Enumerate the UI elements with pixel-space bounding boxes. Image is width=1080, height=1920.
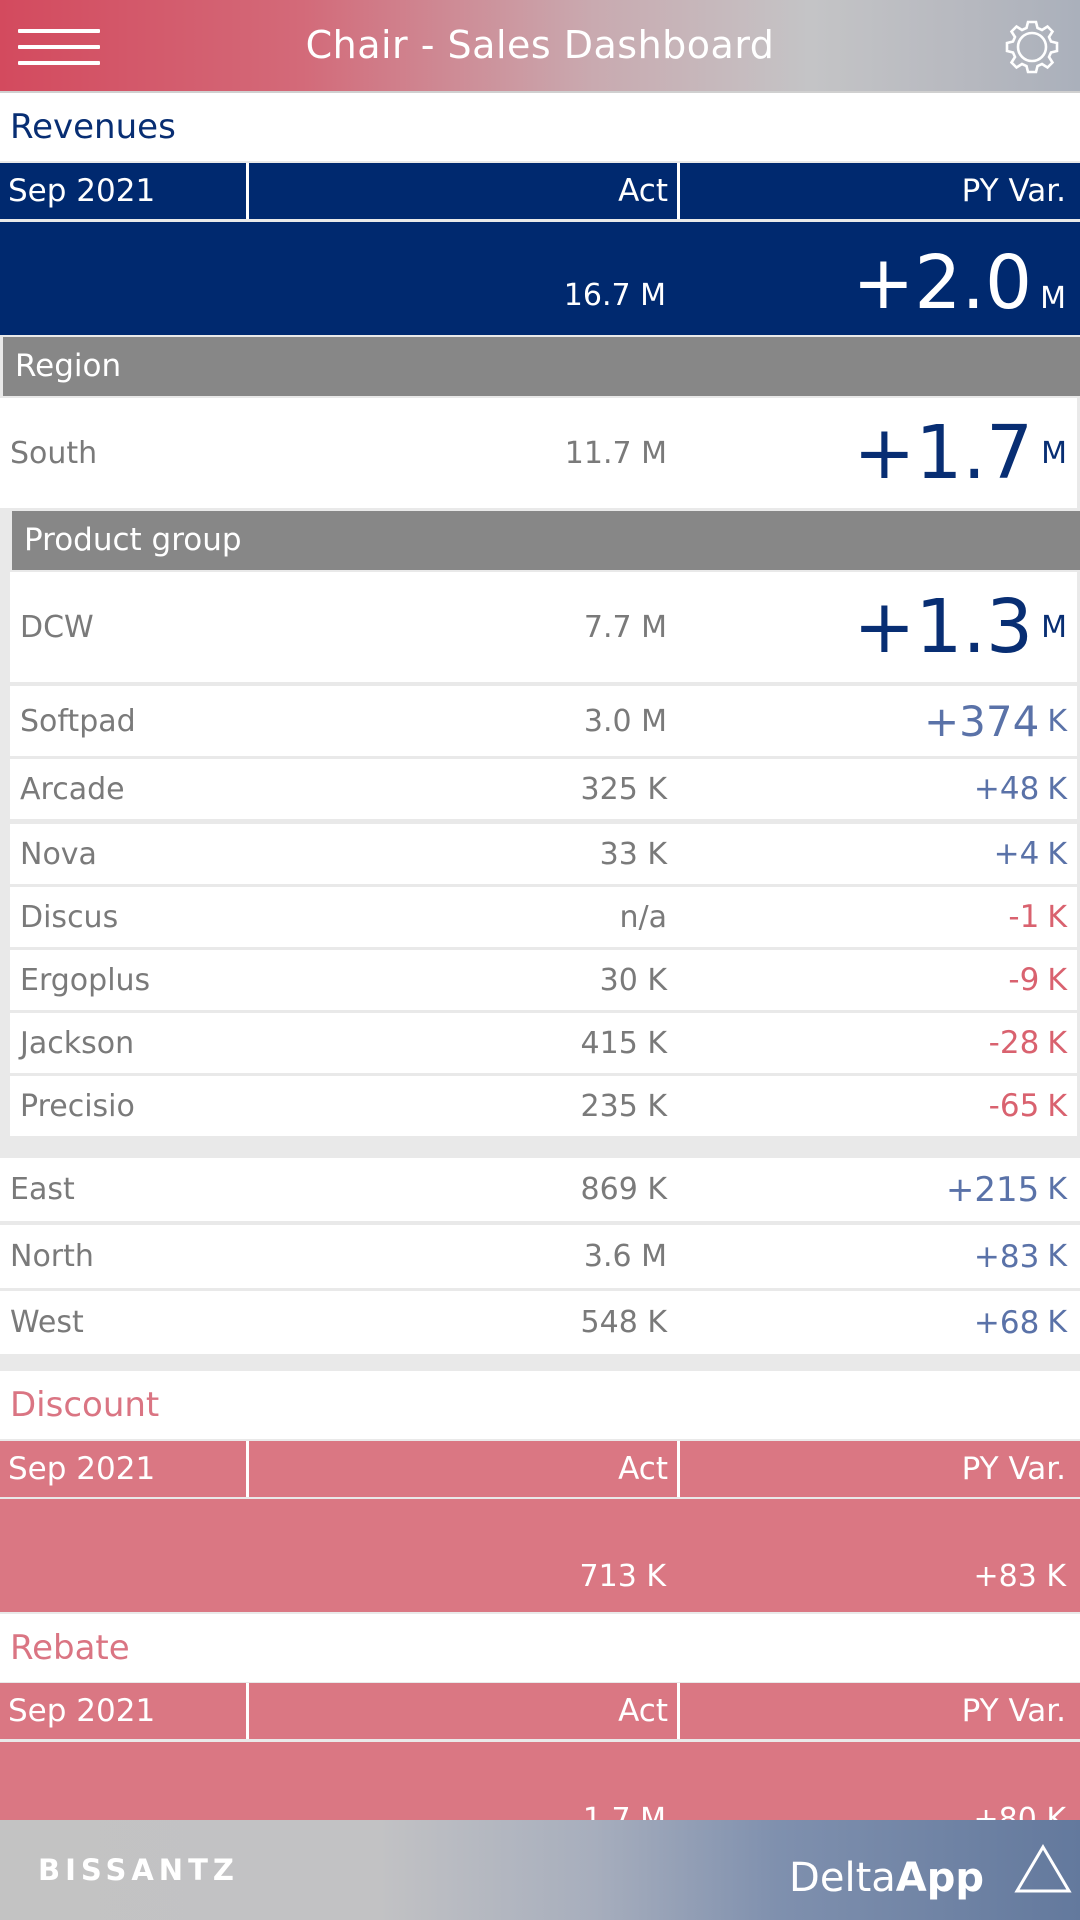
row-act: 30 K — [599, 962, 667, 998]
revenues-table-header: Sep 2021 Act PY Var. — [0, 163, 1080, 219]
row-act: 3.0 M — [583, 703, 667, 739]
py-var-column-header[interactable]: PY Var. — [961, 173, 1066, 209]
region-group-header[interactable]: Region — [3, 337, 1080, 396]
row-act: 33 K — [599, 836, 667, 872]
hamburger-menu-icon[interactable] — [18, 29, 100, 65]
row-label: Ergoplus — [20, 962, 151, 998]
app-header: Chair - Sales Dashboard — [0, 0, 1080, 93]
row-var: +68 K — [973, 1304, 1067, 1341]
period-label[interactable]: Sep 2021 — [8, 1451, 156, 1487]
product-row-discus[interactable]: Discus n/a -1 K — [10, 887, 1077, 947]
region-row-west[interactable]: West 548 K +68 K — [0, 1291, 1080, 1354]
row-var: -65 K — [988, 1088, 1067, 1124]
row-label: Discus — [20, 899, 119, 935]
region-row-north[interactable]: North 3.6 M +83 K — [0, 1225, 1080, 1288]
row-label: West — [10, 1305, 84, 1340]
discount-total-var: +83 K — [973, 1559, 1066, 1594]
product-row-ergoplus[interactable]: Ergoplus 30 K -9 K — [10, 950, 1077, 1010]
row-label: DCW — [20, 609, 94, 645]
discount-total-act: 713 K — [579, 1559, 666, 1594]
row-var: +1.7 M — [853, 410, 1067, 496]
deltaapp-logo: DeltaApp — [789, 1855, 984, 1901]
rebate-total-var: +80 K — [973, 1802, 1066, 1820]
period-label[interactable]: Sep 2021 — [8, 1693, 156, 1729]
row-label: North — [10, 1239, 94, 1274]
row-act: 235 K — [580, 1088, 667, 1124]
revenues-title: Revenues — [0, 93, 1080, 161]
discount-total-row[interactable]: 713 K +83 K — [0, 1499, 1080, 1612]
py-var-column-header[interactable]: PY Var. — [961, 1693, 1066, 1729]
row-act: 7.7 M — [583, 609, 667, 645]
row-act: 11.7 M — [564, 435, 667, 471]
rebate-table-header: Sep 2021 Act PY Var. — [0, 1683, 1080, 1739]
delta-triangle-icon — [1014, 1844, 1072, 1893]
row-act: n/a — [619, 899, 667, 935]
py-var-column-header[interactable]: PY Var. — [961, 1451, 1066, 1487]
revenues-total-var: +2.0 M — [852, 240, 1066, 326]
row-label: East — [10, 1172, 75, 1207]
act-column-header[interactable]: Act — [618, 1693, 668, 1729]
gear-icon[interactable] — [1003, 18, 1061, 76]
row-act: 869 K — [580, 1172, 667, 1207]
row-act: 415 K — [580, 1025, 667, 1061]
product-group-header[interactable]: Product group — [12, 511, 1080, 570]
product-row-nova[interactable]: Nova 33 K +4 K — [10, 824, 1077, 884]
row-label: Jackson — [20, 1025, 135, 1061]
dashboard-scroll-area[interactable]: Revenues Sep 2021 Act PY Var. 16.7 M +2.… — [0, 93, 1080, 1820]
row-var: -9 K — [1008, 962, 1067, 998]
act-column-header[interactable]: Act — [618, 1451, 668, 1487]
row-var: +48 K — [973, 771, 1067, 807]
row-label: Nova — [20, 836, 97, 872]
row-var: +1.3 M — [853, 584, 1067, 670]
row-label: Precisio — [20, 1088, 135, 1124]
product-row-dcw[interactable]: DCW 7.7 M +1.3 M — [10, 572, 1077, 682]
rebate-total-act: 1.7 M — [582, 1802, 666, 1820]
row-var: +374 K — [923, 696, 1067, 746]
page-title: Chair - Sales Dashboard — [305, 23, 775, 67]
bissantz-logo: BISSANTZ — [38, 1853, 239, 1887]
row-act: 3.6 M — [583, 1239, 667, 1274]
row-label: South — [10, 435, 98, 471]
product-row-arcade[interactable]: Arcade 325 K +48 K — [10, 759, 1077, 819]
product-row-jackson[interactable]: Jackson 415 K -28 K — [10, 1013, 1077, 1073]
region-row-south[interactable]: South 11.7 M +1.7 M — [0, 398, 1077, 508]
act-column-header[interactable]: Act — [618, 173, 668, 209]
app-footer: BISSANTZ DeltaApp — [0, 1820, 1080, 1920]
revenues-total-act: 16.7 M — [563, 278, 666, 313]
rebate-total-row[interactable]: 1.7 M +80 K — [0, 1742, 1080, 1820]
product-row-softpad[interactable]: Softpad 3.0 M +374 K — [10, 686, 1077, 756]
row-var: -1 K — [1008, 899, 1067, 935]
period-label[interactable]: Sep 2021 — [8, 173, 156, 209]
row-label: Softpad — [20, 703, 136, 739]
row-label: Arcade — [20, 771, 125, 807]
rebate-title: Rebate — [0, 1614, 1080, 1682]
discount-table-header: Sep 2021 Act PY Var. — [0, 1441, 1080, 1497]
row-var: +83 K — [973, 1238, 1067, 1275]
product-row-precisio[interactable]: Precisio 235 K -65 K — [10, 1076, 1077, 1136]
region-row-east[interactable]: East 869 K +215 K — [0, 1158, 1080, 1221]
row-var: +215 K — [945, 1169, 1067, 1210]
discount-title: Discount — [0, 1371, 1080, 1439]
row-var: -28 K — [988, 1025, 1067, 1061]
row-act: 325 K — [580, 771, 667, 807]
row-var: +4 K — [993, 836, 1067, 872]
revenues-total-row[interactable]: 16.7 M +2.0 M — [0, 222, 1080, 335]
row-act: 548 K — [580, 1305, 667, 1340]
